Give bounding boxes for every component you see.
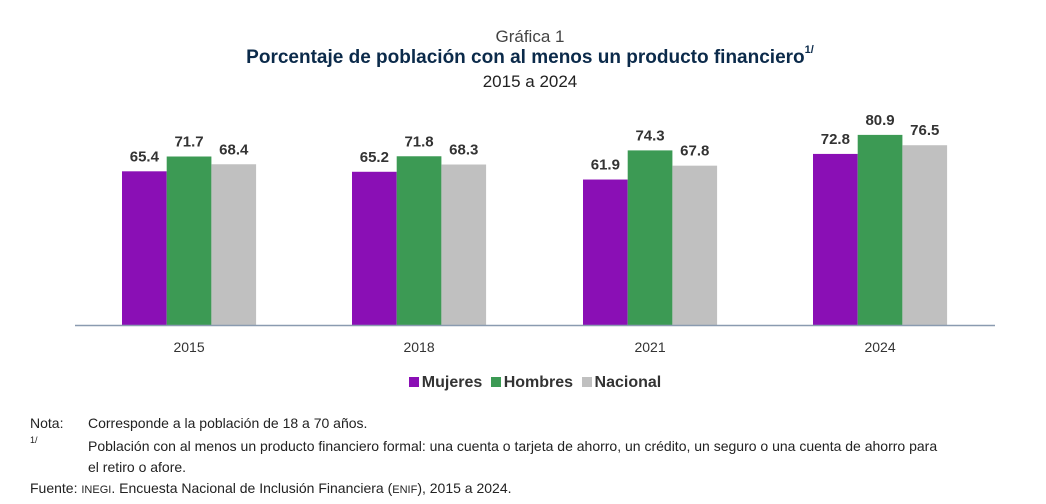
bar-nacional-2015 bbox=[211, 164, 257, 325]
footnote-text-2: el retiro o afore. bbox=[88, 459, 187, 475]
data-label: 67.8 bbox=[680, 143, 709, 160]
legend-item-mujeres: Mujeres bbox=[408, 374, 483, 391]
bar-mujeres-2021 bbox=[583, 179, 628, 325]
data-label: 74.3 bbox=[635, 127, 664, 144]
bar-hombres-2018 bbox=[396, 156, 442, 325]
bar-mujeres-2018 bbox=[352, 171, 397, 325]
nota-label: Nota: bbox=[30, 415, 64, 431]
bar-nacional-2021 bbox=[672, 165, 718, 325]
x-tick-label: 2024 bbox=[864, 339, 895, 355]
footnote-text-1: Población con al menos un producto finan… bbox=[88, 438, 938, 454]
source-text: . Encuesta Nacional de Inclusión Financi… bbox=[111, 480, 393, 496]
data-label: 68.4 bbox=[219, 141, 249, 158]
legend-swatch bbox=[408, 377, 419, 387]
nota-text: Corresponde a la población de 18 a 70 añ… bbox=[88, 415, 368, 431]
legend-label: Mujeres bbox=[421, 374, 483, 391]
bar-hombres-2021 bbox=[627, 150, 673, 325]
chart-title-text: Porcentaje de población con al menos un … bbox=[246, 47, 805, 68]
data-label: 61.9 bbox=[591, 157, 620, 174]
data-label: 76.5 bbox=[910, 122, 939, 139]
bar-mujeres-2024 bbox=[813, 153, 858, 325]
chart-title: Porcentaje de población con al menos un … bbox=[0, 44, 1046, 69]
footnote-mark: 1/ bbox=[30, 435, 38, 445]
data-label: 80.9 bbox=[865, 112, 894, 129]
source-text-end: ), 2015 a 2024. bbox=[417, 480, 512, 496]
plot-area: 65.4 65.2 61.9 72.8 71.7 71.8 74.3 80.9 68.4 68.3… bbox=[75, 112, 995, 355]
x-tick-label: 2015 bbox=[173, 339, 204, 355]
legend-item-hombres: Hombres bbox=[490, 374, 574, 391]
x-tick-label: 2018 bbox=[403, 339, 434, 355]
chart-subtitle: 2015 a 2024 bbox=[482, 72, 578, 91]
data-label: 71.7 bbox=[174, 134, 203, 151]
legend-item-nacional: Nacional bbox=[581, 374, 662, 391]
chart-supertitle: Gráfica 1 bbox=[495, 27, 565, 46]
source-note: Fuente: INEGI. Encuesta Nacional de Incl… bbox=[30, 480, 512, 496]
bar-hombres-2015 bbox=[166, 156, 212, 325]
data-label: 71.8 bbox=[404, 133, 433, 150]
title-footnote-mark: 1/ bbox=[804, 44, 814, 56]
legend-label: Nacional bbox=[594, 374, 662, 391]
data-label: 68.3 bbox=[449, 141, 478, 158]
legend-label: Hombres bbox=[503, 374, 574, 391]
bar-mujeres-2015 bbox=[122, 171, 167, 325]
source-label: Fuente: bbox=[30, 480, 78, 496]
data-label: 65.4 bbox=[130, 148, 160, 165]
bar-hombres-2024 bbox=[857, 134, 903, 325]
data-label: 72.8 bbox=[821, 131, 850, 148]
data-label: 65.2 bbox=[360, 149, 389, 166]
x-tick-label: 2021 bbox=[634, 339, 665, 355]
bar-nacional-2024 bbox=[902, 145, 948, 325]
legend-swatch bbox=[581, 377, 592, 387]
source-enif: ENIF bbox=[392, 484, 418, 496]
bar-nacional-2018 bbox=[441, 164, 487, 325]
legend: Mujeres Hombres Nacional bbox=[0, 374, 1046, 392]
source-inegi: INEGI bbox=[81, 484, 112, 496]
legend-swatch bbox=[490, 377, 501, 387]
